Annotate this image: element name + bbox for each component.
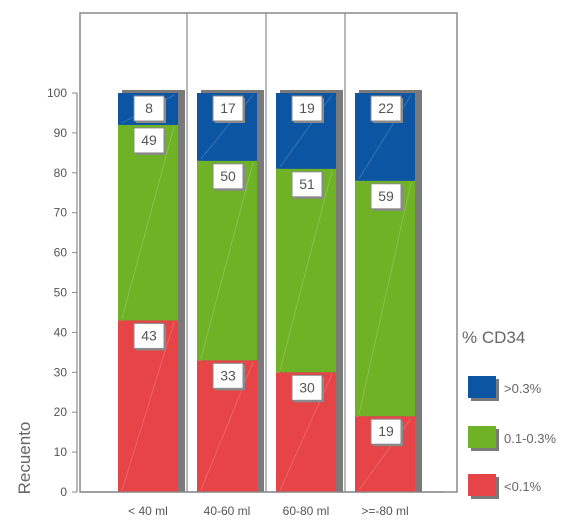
data-label-box-high-3: [370, 95, 402, 122]
bar-segment-mid-1: [197, 160, 257, 361]
y-tick-label-90: 90: [54, 126, 68, 140]
y-axis-title: Recuento: [15, 422, 34, 495]
data-label-box-high-0: [133, 95, 165, 122]
y-tick-label-80: 80: [54, 166, 68, 180]
y-tick-label-50: 50: [54, 286, 68, 300]
data-label-box-mid-2: [291, 171, 323, 198]
legend-swatch-low: [468, 474, 496, 496]
legend-item-mid: 0.1-0.3%: [468, 426, 564, 454]
legend-label-low: <0.1%: [504, 479, 542, 494]
data-label-box-mid-3: [370, 183, 402, 210]
data-label-box-low-2: [291, 374, 323, 401]
data-label-high-2: 19: [299, 100, 315, 116]
legend-label-high: >0.3%: [504, 381, 542, 396]
x-tick-label-2: 60-80 ml: [283, 504, 330, 518]
data-label-low-3: 19: [378, 423, 394, 439]
x-tick-label-0: < 40 ml: [128, 504, 168, 518]
data-label-high-1: 17: [220, 100, 236, 116]
data-label-low-0: 43: [141, 327, 157, 343]
data-label-mid-3: 59: [378, 188, 394, 204]
data-label-low-2: 30: [299, 379, 315, 395]
bars-layer: 43 49 8 33 50 17 30 51 19 19 59 22: [118, 90, 422, 492]
data-label-high-3: 22: [378, 100, 394, 116]
y-tick-label-70: 70: [54, 206, 68, 220]
data-label-box-low-1: [212, 362, 244, 389]
data-label-low-1: 33: [220, 367, 236, 383]
legend-item-low: <0.1%: [468, 474, 564, 502]
data-label-mid-1: 50: [220, 168, 236, 184]
data-label-mid-2: 51: [299, 176, 315, 192]
y-tick-label-100: 100: [47, 86, 67, 100]
data-label-box-mid-1: [212, 163, 244, 190]
x-tick-label-1: 40-60 ml: [204, 504, 251, 518]
legend-title: % CD34: [462, 328, 526, 347]
data-label-box-mid-0: [133, 127, 165, 154]
y-tick-label-0: 0: [60, 485, 67, 499]
y-axis: 0 10 20 30 40 50 60 70 80 90 100: [47, 86, 78, 499]
legend-label-mid: 0.1-0.3%: [504, 431, 557, 446]
y-tick-label-60: 60: [54, 246, 68, 260]
bar-highlight-mid-2: [279, 170, 333, 371]
bar-highlight-mid-0: [121, 126, 175, 319]
bar-segment-mid-0: [118, 124, 178, 321]
bar-segment-mid-3: [355, 180, 415, 417]
legend-swatch-high: [468, 376, 496, 398]
legend-swatch-mid: [468, 426, 496, 448]
y-tick-label-10: 10: [54, 445, 68, 459]
y-tick-label-20: 20: [54, 405, 68, 419]
bar-highlight-mid-1: [200, 162, 254, 359]
legend-item-high: >0.3%: [468, 376, 564, 404]
y-tick-label-30: 30: [54, 365, 68, 379]
data-label-box-low-0: [133, 322, 165, 349]
data-label-box-high-2: [291, 95, 323, 122]
y-tick-label-40: 40: [54, 325, 68, 339]
x-axis: < 40 ml 40-60 ml 60-80 ml >=-80 ml: [80, 491, 445, 518]
data-label-box-low-3: [370, 418, 402, 445]
data-label-box-high-1: [212, 95, 244, 122]
legend: % CD34 >0.3% 0.1-0.3% <0.1%: [462, 322, 562, 512]
bar-segment-mid-2: [276, 168, 336, 373]
data-label-high-0: 8: [145, 100, 153, 116]
bar-highlight-mid-3: [358, 182, 412, 415]
x-tick-label-3: >=-80 ml: [361, 504, 408, 518]
data-label-mid-0: 49: [141, 132, 157, 148]
